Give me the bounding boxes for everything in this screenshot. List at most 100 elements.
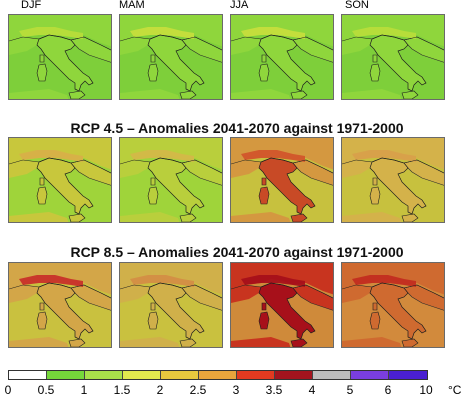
colorbar-tick-label: 2 <box>156 383 164 397</box>
colorbar-tick-label: 1 <box>80 383 88 397</box>
coastline-north <box>120 282 222 299</box>
colorbar-tick-label: 5 <box>346 383 354 397</box>
colorbar-tick-label: 0.5 <box>37 383 55 397</box>
italy-outline <box>369 34 427 92</box>
italy-outline <box>36 34 94 92</box>
coastline-north <box>9 157 111 174</box>
colorbar-cell <box>351 371 389 379</box>
italy-outline <box>258 282 316 340</box>
corsica-outline <box>261 54 267 63</box>
alps-band <box>352 27 416 39</box>
colorbar-tick-label: 0 <box>4 383 12 397</box>
map-svg <box>120 15 222 99</box>
land-west <box>342 160 372 178</box>
land-africa <box>342 89 402 99</box>
colorbar-cell <box>199 371 237 379</box>
map-panel-son-row0 <box>341 14 445 100</box>
alps-band <box>352 275 416 287</box>
map-svg <box>120 263 222 347</box>
corsica-outline <box>372 302 378 311</box>
land-west <box>9 37 39 55</box>
colorbar-tick-label: 10 <box>419 383 433 397</box>
map-svg <box>342 15 444 99</box>
land-africa <box>9 337 69 347</box>
sicily-outline <box>179 338 197 347</box>
italy-outline <box>147 282 205 340</box>
map-panel-mam-row2 <box>119 262 223 348</box>
land-africa <box>9 89 69 99</box>
land-west <box>231 160 261 178</box>
sardinia-outline <box>369 186 381 205</box>
alps-band <box>352 150 416 162</box>
land-west <box>231 37 261 55</box>
sardinia-outline <box>36 186 48 205</box>
sicily-outline <box>401 338 419 347</box>
map-panel-jja-row2 <box>230 262 334 348</box>
land-west <box>231 285 261 303</box>
map-svg <box>231 263 333 347</box>
sicily-outline <box>179 213 197 222</box>
map-panel-son-row1 <box>341 137 445 223</box>
alps-band <box>241 27 305 39</box>
sicily-outline <box>290 90 308 99</box>
season-label-djf: DJF <box>21 0 42 11</box>
map-panel-djf-row0 <box>8 14 112 100</box>
colorbar-cell <box>389 371 427 379</box>
corsica-outline <box>39 302 45 311</box>
land-africa <box>231 89 291 99</box>
corsica-outline <box>39 177 45 186</box>
coastline-north <box>231 282 333 299</box>
land-africa <box>342 212 402 222</box>
sicily-outline <box>68 90 86 99</box>
coastline-north <box>120 157 222 174</box>
italy-outline <box>36 157 94 215</box>
alps-band <box>241 150 305 162</box>
colorbar <box>8 370 428 380</box>
coastline-north <box>342 34 444 51</box>
corsica-outline <box>150 177 156 186</box>
map-panel-mam-row1 <box>119 137 223 223</box>
corsica-outline <box>39 54 45 63</box>
map-panel-mam-row0 <box>119 14 223 100</box>
map-svg <box>9 263 111 347</box>
sicily-outline <box>401 90 419 99</box>
sardinia-outline <box>36 63 48 82</box>
map-svg <box>342 263 444 347</box>
map-panel-djf-row1 <box>8 137 112 223</box>
land-west <box>342 285 372 303</box>
map-svg <box>120 138 222 222</box>
sardinia-outline <box>258 63 270 82</box>
coastline-north <box>9 282 111 299</box>
map-panel-son-row2 <box>341 262 445 348</box>
alps-band <box>130 275 194 287</box>
colorbar-cell <box>313 371 351 379</box>
sardinia-outline <box>369 311 381 330</box>
corsica-outline <box>261 302 267 311</box>
sicily-outline <box>290 213 308 222</box>
colorbar-cell <box>123 371 161 379</box>
land-africa <box>9 212 69 222</box>
land-west <box>120 285 150 303</box>
sardinia-outline <box>147 63 159 82</box>
map-svg <box>231 15 333 99</box>
sardinia-outline <box>369 63 381 82</box>
corsica-outline <box>372 54 378 63</box>
map-panel-djf-row2 <box>8 262 112 348</box>
sicily-outline <box>179 90 197 99</box>
sicily-outline <box>68 338 86 347</box>
coastline-north <box>231 34 333 51</box>
land-africa <box>120 89 180 99</box>
alps-band <box>130 27 194 39</box>
season-label-jja: JJA <box>230 0 249 11</box>
sardinia-outline <box>147 311 159 330</box>
italy-outline <box>258 157 316 215</box>
italy-outline <box>147 34 205 92</box>
land-africa <box>231 212 291 222</box>
coastline-north <box>342 157 444 174</box>
land-west <box>9 285 39 303</box>
colorbar-cell <box>275 371 313 379</box>
map-svg <box>9 15 111 99</box>
corsica-outline <box>372 177 378 186</box>
map-panel-jja-row0 <box>230 14 334 100</box>
land-west <box>9 160 39 178</box>
